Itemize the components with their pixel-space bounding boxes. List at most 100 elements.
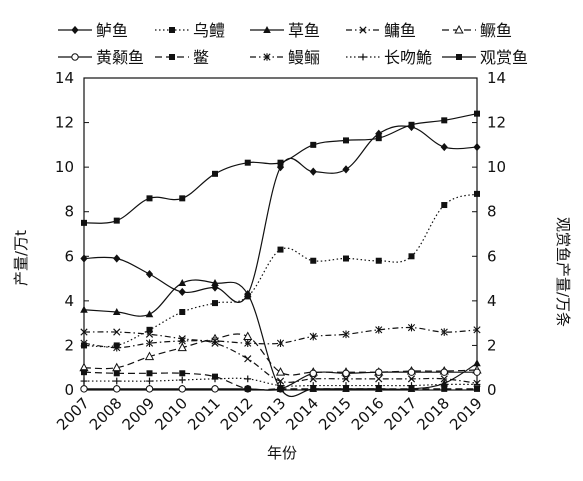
y-tick-label: 12 [55,114,74,132]
data-point [276,377,285,385]
data-point [375,135,382,142]
data-point [80,385,88,393]
data-point [80,339,88,347]
legend-item-6: 黄颡鱼 [58,48,144,67]
data-point [144,351,155,361]
y-right-tick-label: 12 [487,114,506,132]
legend-label: 乌鳢 [193,21,225,40]
x-tick-label: 2015 [315,394,355,434]
data-point [81,219,87,226]
series-4 [80,328,481,387]
y-tick-label: 8 [64,203,74,221]
data-point [407,375,416,383]
y-right-tick-label: 14 [487,69,506,87]
data-point [473,326,481,334]
data-point [407,323,416,332]
data-point [81,369,87,376]
data-point [146,370,153,377]
data-point [408,253,415,260]
series-10 [81,110,480,226]
legend-marker [169,27,175,33]
x-tick-label: 2010 [151,394,191,434]
y-right-tick-label: 2 [487,336,497,354]
data-point [113,343,121,352]
legend-label: 观赏鱼 [480,48,528,67]
data-point [309,382,317,389]
y-right-tick-label: 6 [487,247,497,265]
data-point [277,382,284,389]
data-point [342,382,350,389]
data-point [244,355,252,363]
data-point [276,339,285,347]
x-tick-label: 2012 [217,394,257,434]
data-point [80,377,88,385]
data-point [342,165,350,174]
legend-item-2: 乌鳢 [155,21,225,40]
data-point [309,332,317,341]
data-point [178,376,186,384]
data-point [408,382,415,389]
x-tick-label: 2017 [381,394,421,434]
data-point [112,308,121,315]
data-point [408,121,415,128]
data-point [146,377,153,385]
data-point [309,375,317,383]
y-right-tick-label: 4 [487,292,497,310]
x-tick-label: 2007 [53,394,93,434]
data-point [441,202,448,209]
y-tick-label: 6 [64,247,74,265]
legend-label: 黄颡鱼 [96,48,144,67]
data-point [342,375,350,383]
legend-label: 鳜鱼 [480,21,512,40]
data-point [275,367,286,376]
legend-label: 草鱼 [288,21,320,40]
y-axis-title: 产量/万t [12,230,30,286]
data-point [473,359,481,367]
legend-marker [71,53,79,61]
legend-item-4: 鳙鱼 [346,21,416,40]
data-point [211,375,219,383]
data-point [244,375,252,383]
data-point [145,270,154,279]
data-point [212,300,218,307]
data-point [473,142,481,152]
data-point [243,290,252,298]
data-point [179,309,186,315]
legend-label: 鳖 [193,48,209,67]
legend-item-5: 鳜鱼 [442,21,512,40]
data-point [440,375,448,383]
data-point [211,385,219,393]
data-point [310,257,317,264]
y-axis-right-title: 观赏鱼产量/万条 [554,217,572,327]
legend-marker [263,53,271,61]
legend-item-7: 鳖 [155,48,209,67]
data-point [80,305,88,313]
data-point [80,328,88,336]
data-point [473,381,481,388]
series-line [83,125,478,303]
data-point [343,137,349,144]
data-point [211,337,219,345]
data-point [375,326,383,334]
data-point [441,117,448,124]
data-point [177,342,187,352]
series-9 [80,375,481,389]
data-point [309,167,317,176]
data-point [342,330,350,339]
data-point [440,368,448,376]
legend-marker [71,25,79,35]
series-1 [80,122,481,303]
y-tick-label: 10 [55,158,74,176]
data-point [212,170,218,177]
y-tick-label: 4 [64,292,74,310]
series-5 [79,331,482,376]
legend-marker [263,26,271,33]
data-point [113,370,120,377]
series-line [83,279,478,397]
legend-label: 鲈鱼 [96,21,128,40]
data-point [474,110,480,117]
data-point [244,159,251,166]
legend-marker [359,53,367,61]
y-tick-label: 14 [55,69,74,87]
data-point [179,370,186,377]
